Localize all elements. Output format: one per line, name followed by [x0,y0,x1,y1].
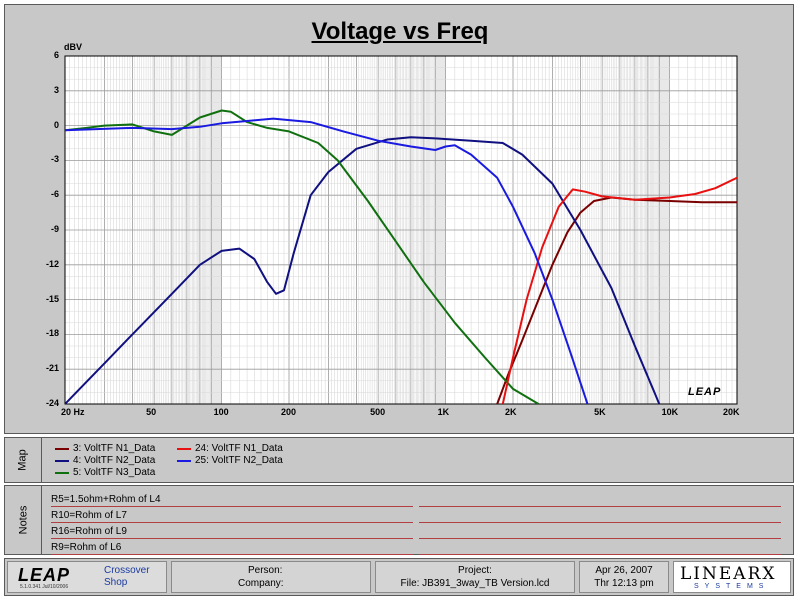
note-line: R9=Rohm of L6 [51,542,122,553]
note-line: R5=1.5ohm+Rohm of L4 [51,494,161,505]
series-line-2 [65,136,661,404]
x-tick-label: 200 [281,407,297,417]
note-rule [419,554,781,555]
note-rule [51,522,413,523]
legend-item[interactable]: 4: VoltTF N2_Data [55,455,155,466]
brand-box: LEAP 5.1.0.341 Jul/10/2006 Crossover Sho… [7,561,167,593]
person-box: Person: Company: [171,561,371,593]
y-axis-unit-label: dBV [64,42,82,52]
legend-label: 25: VoltTF N2_Data [195,455,283,466]
plot-watermark-logo: LEAP [688,386,722,398]
x-tick-label: 5K [594,407,606,417]
company-label: Company: [238,578,284,589]
notes-tab[interactable]: Notes [5,486,42,554]
series-line-4 [501,176,737,404]
datetime-box: Apr 26, 2007 Thr 12:13 pm [579,561,669,593]
series-line-5 [65,117,589,404]
x-tick-label: 1K [437,407,450,417]
y-tick-label: -9 [50,224,59,234]
series-line-3 [65,109,540,404]
legend-label: 5: VoltTF N3_Data [73,467,156,478]
project-label: Project: [458,565,492,576]
y-tick-label: -24 [45,398,59,408]
legend-swatch [55,459,69,462]
legend-label: 4: VoltTF N2_Data [73,455,156,466]
legend-swatch [55,471,69,474]
y-tick-label: -12 [45,258,59,269]
map-tab[interactable]: Map [5,438,42,482]
series-line-1 [496,196,737,404]
x-tick-label: 20K [723,407,740,417]
file-label: File: JB391_3way_TB Version.lcd [400,578,550,589]
legend-item[interactable]: 5: VoltTF N3_Data [55,467,155,478]
time-text: Thr 12:13 pm [594,578,654,589]
x-tick-label: 10K [661,407,679,417]
y-tick-label: -18 [45,328,59,339]
note-rule [419,538,781,539]
legend-item[interactable]: 25: VoltTF N2_Data [177,455,283,466]
y-tick-label: 3 [53,84,59,95]
legend-swatch [177,447,191,450]
y-tick-label: -6 [50,189,59,200]
note-rule [419,522,781,523]
product-name: Crossover Shop [104,565,150,588]
legend-item[interactable]: 24: VoltTF N1_Data [177,443,283,454]
legend-item[interactable]: 3: VoltTF N1_Data [55,443,155,454]
project-box: Project: File: JB391_3way_TB Version.lcd [375,561,575,593]
legend-swatch [177,459,191,462]
note-line: R16=Rohm of L9 [51,526,127,537]
y-tick-label: 6 [53,50,59,60]
x-tick-label: 20 Hz [61,407,85,417]
note-rule [51,554,413,555]
legend-swatch [55,447,69,450]
chart-title: Voltage vs Freq [311,18,489,45]
linearx-logo: LINEARX SYSTEMS [673,561,791,593]
y-tick-label: -3 [50,154,59,165]
plot-border [64,55,738,405]
note-rule [51,506,413,507]
map-panel: Map 3: VoltTF N1_Data 4: VoltTF N2_Data 5:… [4,437,794,483]
x-tick-label: 500 [370,407,386,417]
footer-bar: LEAP 5.1.0.341 Jul/10/2006 Crossover Sho… [4,558,794,596]
x-tick-label: 2K [505,407,517,417]
notes-panel: Notes R5=1.5ohm+Rohm of L4 R10=Rohm of L7… [4,485,794,555]
note-rule [419,506,781,507]
note-line: R10=Rohm of L7 [51,510,127,521]
y-tick-label: -15 [45,293,59,304]
note-rule [51,538,413,539]
legend-label: 24: VoltTF N1_Data [195,443,283,454]
person-label: Person: [248,565,283,576]
x-tick-label: 100 [213,407,229,417]
y-tick-label: -21 [45,363,59,374]
leap-logo: LEAP [18,565,71,585]
date-text: Apr 26, 2007 [595,565,653,576]
version-text: 5.1.0.341 Jul/10/2006 [20,584,69,590]
x-tick-label: 50 [146,407,157,417]
legend-label: 3: VoltTF N1_Data [73,443,156,454]
y-tick-label: 0 [53,119,59,130]
